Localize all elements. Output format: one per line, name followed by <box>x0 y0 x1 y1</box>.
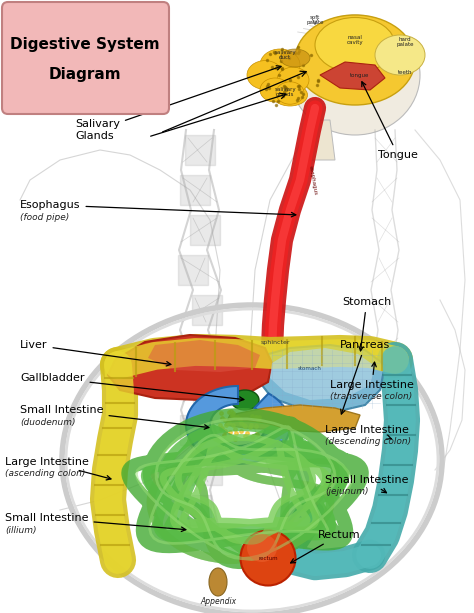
Polygon shape <box>320 62 385 90</box>
Text: Esophagus: Esophagus <box>20 200 296 217</box>
Text: rectum: rectum <box>258 555 278 560</box>
Ellipse shape <box>240 530 295 585</box>
Text: sphincter: sphincter <box>260 340 290 345</box>
Polygon shape <box>108 335 272 400</box>
Ellipse shape <box>209 568 227 596</box>
Polygon shape <box>148 340 260 372</box>
Text: Digestive System: Digestive System <box>10 37 160 53</box>
Polygon shape <box>305 120 335 160</box>
Text: nasal
cavity: nasal cavity <box>346 34 363 45</box>
Text: (ascending colon): (ascending colon) <box>5 470 85 479</box>
Text: Liver: Liver <box>20 340 171 366</box>
Text: Small Intestine: Small Intestine <box>5 513 186 531</box>
Text: tongue: tongue <box>350 72 370 77</box>
Ellipse shape <box>247 534 277 562</box>
Ellipse shape <box>231 390 259 410</box>
Text: (transverse colon): (transverse colon) <box>330 392 412 402</box>
Text: Rectum: Rectum <box>291 530 361 563</box>
Text: Small Intestine: Small Intestine <box>20 405 209 429</box>
Ellipse shape <box>375 35 425 75</box>
Text: esophagus: esophagus <box>308 165 318 195</box>
Text: hard
palate: hard palate <box>396 37 414 47</box>
Polygon shape <box>270 348 375 400</box>
Ellipse shape <box>260 78 290 102</box>
Text: Pancreas: Pancreas <box>340 340 390 414</box>
Polygon shape <box>186 386 290 464</box>
Text: salivary
glands: salivary glands <box>274 86 296 97</box>
Text: (food pipe): (food pipe) <box>20 213 69 223</box>
Text: salivary
duct: salivary duct <box>274 50 296 61</box>
Ellipse shape <box>260 49 300 81</box>
Ellipse shape <box>280 49 310 67</box>
Text: teeth: teeth <box>398 69 412 75</box>
Text: soft
palate: soft palate <box>306 15 324 25</box>
FancyBboxPatch shape <box>2 2 169 114</box>
Ellipse shape <box>290 15 420 135</box>
Ellipse shape <box>273 84 308 106</box>
Ellipse shape <box>288 65 302 85</box>
Ellipse shape <box>295 15 415 105</box>
Text: Large Intestine: Large Intestine <box>5 457 111 480</box>
Text: Small Intestine: Small Intestine <box>325 475 409 493</box>
Text: (jejunum): (jejunum) <box>325 487 368 497</box>
Text: Appendix: Appendix <box>200 597 236 606</box>
Polygon shape <box>258 345 385 412</box>
Text: Gallbladder: Gallbladder <box>20 373 244 402</box>
Text: Large Intestine: Large Intestine <box>330 362 414 390</box>
Ellipse shape <box>277 67 309 93</box>
Ellipse shape <box>247 61 283 89</box>
Polygon shape <box>225 405 360 432</box>
Ellipse shape <box>276 82 304 104</box>
Text: (descending colon): (descending colon) <box>325 438 411 446</box>
Text: (duodenum): (duodenum) <box>20 417 75 427</box>
Text: Salivary
Glands: Salivary Glands <box>75 66 281 141</box>
Text: stomach: stomach <box>298 365 322 370</box>
Text: Stomach: Stomach <box>342 297 391 351</box>
Text: Diagram: Diagram <box>49 67 121 83</box>
Text: (illium): (illium) <box>5 525 36 535</box>
Text: Tongue: Tongue <box>362 82 418 160</box>
Text: Large Intestine: Large Intestine <box>325 425 409 439</box>
Ellipse shape <box>315 18 395 72</box>
